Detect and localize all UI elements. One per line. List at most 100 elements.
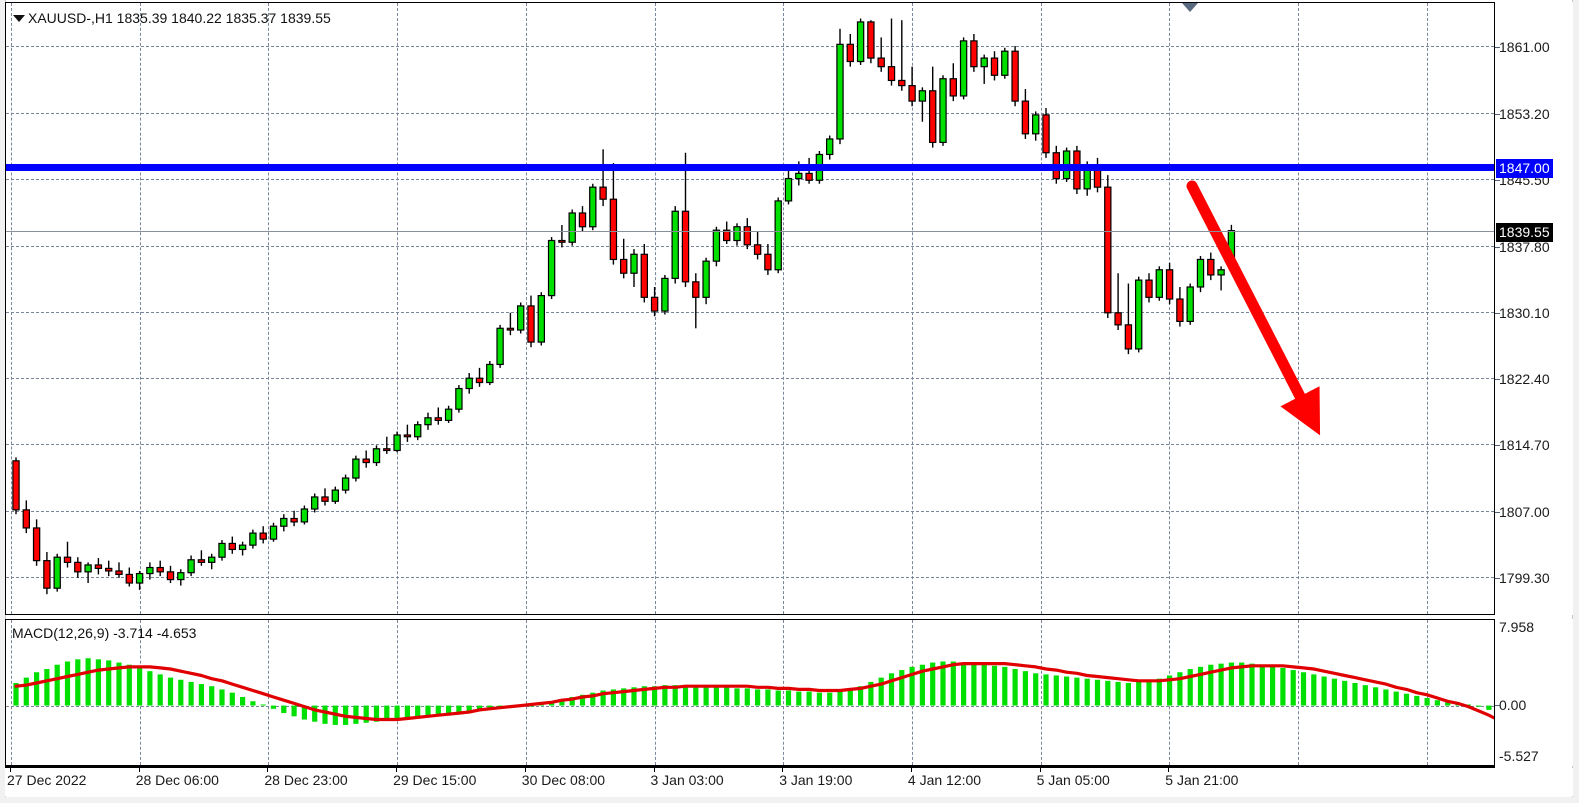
macd-histogram-bar [930, 662, 936, 706]
scroll-position-marker-icon[interactable] [1182, 3, 1198, 12]
candle-body-bullish [424, 417, 432, 426]
macd-histogram-bar [178, 679, 184, 706]
price-scale-tick [1495, 379, 1500, 381]
horizontal-line-1847[interactable] [6, 163, 1494, 171]
candle-body-bearish [722, 229, 731, 242]
candle-body-bullish [733, 226, 741, 242]
candle-body-bullish [774, 200, 782, 271]
macd-plot [13, 658, 1494, 725]
macd-histogram-bar [404, 705, 410, 719]
macd-histogram-bar [1012, 669, 1018, 706]
horizontal-gridline [6, 113, 1494, 115]
candle-body-bearish [403, 434, 412, 438]
time-scale-label: 3 Jan 19:00 [779, 772, 853, 788]
macd-histogram-bar [1393, 691, 1399, 706]
macd-histogram-bar [1136, 681, 1142, 706]
price-chart-panel[interactable]: XAUUSD-,H1 1835.39 1840.22 1835.37 1839.… [5, 2, 1495, 615]
macd-histogram-bar [662, 685, 668, 706]
macd-histogram-bar [590, 692, 596, 706]
macd-histogram-bar [600, 690, 606, 706]
macd-histogram-bar [157, 674, 163, 706]
macd-histogram-bar [312, 705, 318, 722]
time-scale-label: 5 Jan 21:00 [1165, 772, 1239, 788]
macd-histogram-bar [672, 685, 678, 706]
macd-histogram-bar [1239, 662, 1245, 706]
macd-histogram-bar [425, 705, 431, 717]
candle-body-bullish [486, 363, 494, 384]
macd-histogram-bar [1125, 682, 1131, 706]
candle-body-bearish [32, 527, 41, 562]
current-price-chip: 1839.55 [1496, 222, 1553, 242]
candle-body-bearish [506, 327, 515, 331]
macd-histogram-bar [713, 687, 719, 706]
horizontal-gridline [6, 179, 1494, 181]
macd-histogram-bar [1290, 670, 1296, 706]
macd-histogram-bar [1321, 676, 1327, 706]
candle-body-bullish [269, 525, 278, 540]
candle-body-bearish [898, 79, 906, 87]
macd-histogram-bar [899, 670, 905, 706]
candle-body-bearish [1011, 50, 1019, 102]
candle-body-bullish [1031, 114, 1040, 135]
vertical-gridline [1426, 620, 1428, 765]
candle-body-bearish [1114, 312, 1122, 326]
time-scale-label: 4 Jan 12:00 [907, 772, 982, 788]
macd-histogram-bar [229, 692, 235, 706]
macd-histogram-bar [1053, 675, 1059, 706]
candle-body-bearish [362, 458, 370, 464]
candle-body-bullish [146, 566, 154, 575]
candle-body-bearish [115, 570, 123, 576]
price-scale-tick [1495, 511, 1500, 513]
candle-body-bearish [1042, 114, 1050, 154]
candle-body-bearish [928, 90, 937, 144]
macd-zero-gridline [6, 705, 1494, 707]
macd-histogram-bar [291, 705, 297, 717]
candle-body-bearish [764, 253, 772, 271]
macd-histogram-bar [64, 661, 71, 706]
candle-body-bearish [692, 281, 700, 298]
price-scale-label: 1822.40 [1499, 371, 1550, 388]
candle-body-bullish [187, 559, 195, 574]
macd-histogram-bar [950, 661, 956, 706]
candle-body-bullish [702, 260, 710, 298]
macd-histogram-bar [75, 659, 81, 706]
macd-histogram-bar [1270, 665, 1276, 706]
vertical-gridline [1298, 3, 1299, 614]
time-scale-label: 27 Dec 2022 [7, 772, 87, 788]
time-scale-tick [910, 768, 912, 772]
time-scale-tick [1039, 768, 1041, 772]
collapse-caret-icon[interactable] [13, 15, 25, 22]
macd-histogram-bar [1373, 687, 1379, 706]
horizontal-gridline [6, 378, 1494, 380]
vertical-gridline [911, 3, 913, 614]
candle-body-bullish [455, 387, 463, 410]
macd-histogram-bar [631, 687, 637, 706]
macd-histogram-bar [384, 705, 390, 721]
vertical-gridline [11, 620, 12, 765]
vertical-gridline [1298, 620, 1299, 765]
macd-histogram-bar [981, 664, 987, 706]
horizontal-gridline [6, 576, 1494, 578]
candle-body-bearish [1104, 186, 1112, 314]
price-scale-axis[interactable]: 1861.00 1853.20 1845.50 1837.80 1830.10 1822.… [1495, 2, 1573, 615]
macd-scale-axis[interactable]: 7.958 0.00 -5.527 [1495, 619, 1573, 766]
time-scale-tick [653, 768, 655, 772]
vertical-gridline [139, 620, 141, 765]
candle-body-bullish [795, 172, 803, 180]
vertical-gridline [1040, 620, 1042, 765]
price-scale-label: 1830.10 [1499, 304, 1550, 321]
macd-histogram-bar [641, 686, 647, 706]
macd-scale-label: 0.00 [1499, 696, 1527, 713]
time-scale-axis[interactable]: 27 Dec 2022 28 Dec 06:00 28 Dec 23:00 29 De… [5, 768, 1573, 796]
macd-histogram-bar [693, 686, 699, 706]
candle-body-bullish [537, 294, 546, 343]
candle-body-bullish [341, 477, 350, 491]
macd-histogram-bar [940, 661, 946, 706]
horizontal-line-price-chip[interactable]: 1847.00 [1496, 158, 1553, 178]
macd-histogram-bar [971, 663, 977, 706]
candle-body-bullish [352, 458, 360, 479]
candle-body-bearish [166, 571, 175, 581]
red-down-arrow-annotation[interactable] [6, 3, 1494, 614]
macd-histogram-bar [1022, 671, 1028, 706]
macd-indicator-panel[interactable]: MACD(12,26,9) -3.714 -4.653 [5, 619, 1495, 766]
